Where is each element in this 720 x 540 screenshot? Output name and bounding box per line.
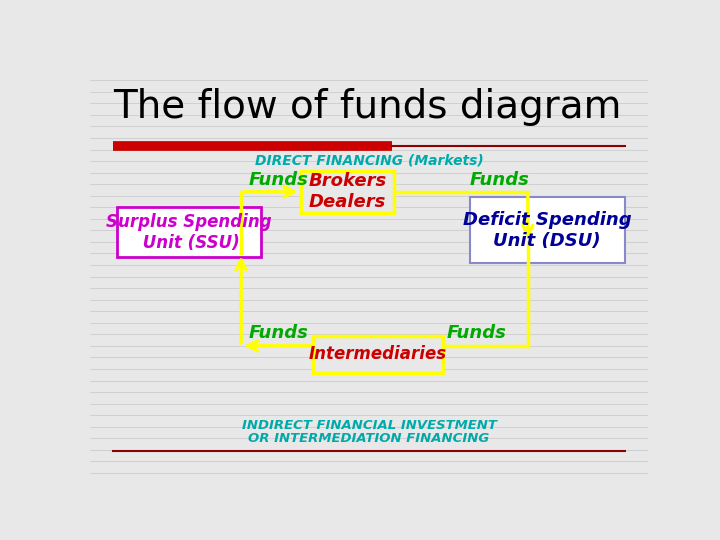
Bar [301, 171, 394, 213]
Text: INDIRECT FINANCIAL INVESTMENT: INDIRECT FINANCIAL INVESTMENT [242, 419, 496, 432]
Text: DIRECT FINANCING (Markets): DIRECT FINANCING (Markets) [255, 153, 483, 167]
Text: Brokers
Dealers: Brokers Dealers [308, 172, 387, 211]
Text: The flow of funds diagram: The flow of funds diagram [113, 88, 621, 126]
Text: OR INTERMEDIATION FINANCING: OR INTERMEDIATION FINANCING [248, 432, 490, 445]
Text: Funds: Funds [446, 324, 506, 342]
Text: Surplus Spending
 Unit (SSU): Surplus Spending Unit (SSU) [106, 213, 271, 252]
Text: Funds: Funds [249, 171, 309, 190]
Bar [117, 207, 261, 257]
Text: Funds: Funds [469, 171, 530, 190]
Bar [313, 336, 443, 373]
Text: Intermediaries: Intermediaries [309, 345, 447, 363]
Text: Funds: Funds [249, 324, 309, 342]
Text: Deficit Spending
Unit (DSU): Deficit Spending Unit (DSU) [463, 211, 631, 249]
Bar [469, 197, 625, 264]
